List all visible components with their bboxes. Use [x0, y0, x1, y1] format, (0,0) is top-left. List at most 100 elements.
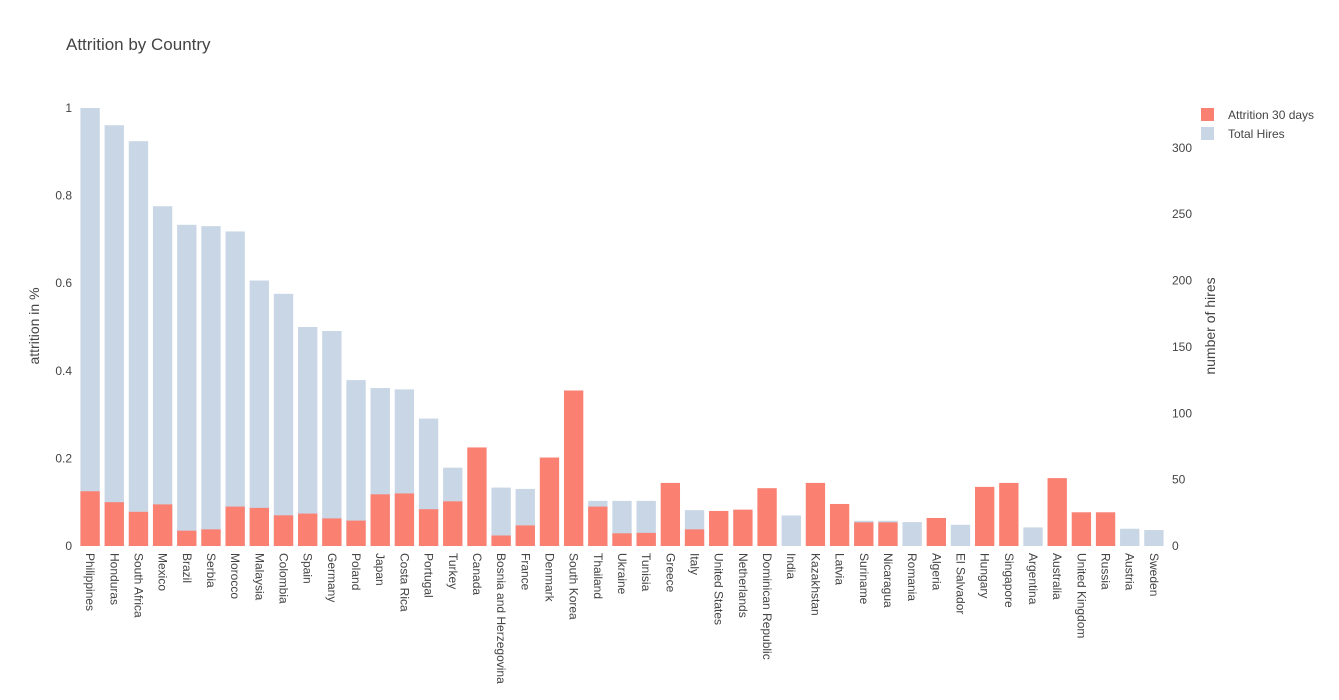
bar-attrition-russia	[1095, 512, 1116, 546]
right-tick-label: 0	[1172, 539, 1179, 553]
x-tick-label-tunisia: Tunisia	[639, 553, 653, 592]
bar-attrition-denmark	[539, 457, 560, 546]
bar-attrition-south-africa	[128, 511, 149, 546]
right-tick-label: 150	[1172, 340, 1192, 354]
x-tick-label-netherlands: Netherlands	[736, 553, 750, 618]
bar-attrition-bosnia-and-herzegovina	[491, 535, 511, 546]
left-tick-label: 0	[65, 539, 72, 553]
bar-hires-south-africa	[128, 141, 149, 546]
right-axis-title: number of hires	[1202, 277, 1218, 374]
bar-hires-poland	[346, 380, 366, 546]
bar-hires-morocco	[225, 231, 245, 546]
x-tick-label-brazil: Brazil	[180, 553, 194, 583]
x-tick-label-malaysia: Malaysia	[252, 553, 266, 601]
bar-attrition-honduras	[104, 502, 124, 546]
left-tick-label: 0.8	[55, 189, 72, 203]
x-tick-label-argentina: Argentina	[1026, 553, 1040, 605]
left-tick-label: 0.2	[55, 451, 72, 465]
right-tick-label: 250	[1172, 207, 1192, 221]
x-tick-label-ukraine: Ukraine	[615, 553, 629, 595]
bar-attrition-mexico	[152, 504, 173, 546]
bar-attrition-philippines	[80, 491, 100, 546]
right-tick-label: 300	[1172, 141, 1192, 155]
x-tick-label-el-salvador: El Salvador	[953, 553, 967, 614]
bar-attrition-japan	[370, 494, 390, 546]
legend-swatch-total-hires	[1201, 127, 1214, 140]
bar-attrition-poland	[346, 520, 366, 546]
bar-attrition-australia	[1047, 478, 1067, 546]
bar-hires-malaysia	[249, 280, 270, 546]
x-tick-label-algeria: Algeria	[929, 553, 943, 591]
right-axis-ticks: 0 50 100 150 200 250 300	[1172, 141, 1192, 553]
bar-attrition-thailand	[588, 506, 608, 546]
bar-hires-honduras	[104, 125, 124, 546]
bar-attrition-brazil	[177, 530, 197, 546]
x-tick-label-united-states: United States	[712, 553, 726, 625]
bar-attrition-malaysia	[249, 507, 270, 546]
x-tick-label-turkey: Turkey	[446, 553, 460, 589]
legend-item-total-hires[interactable]: Total Hires	[1201, 127, 1285, 141]
bar-attrition-nicaragua	[878, 522, 898, 546]
x-tick-label-denmark: Denmark	[542, 553, 556, 603]
bar-hires-spain	[298, 327, 318, 546]
x-tick-label-kazakhstan: Kazakhstan	[808, 553, 822, 616]
x-tick-label-poland: Poland	[349, 553, 363, 590]
bar-attrition-greece	[660, 482, 681, 546]
x-tick-label-romania: Romania	[905, 553, 919, 601]
x-tick-label-france: France	[518, 553, 532, 591]
legend-item-attrition[interactable]: Attrition 30 days	[1201, 108, 1314, 122]
bar-hires-serbia	[201, 226, 221, 547]
x-tick-label-sweden: Sweden	[1147, 553, 1161, 596]
left-axis-title: attrition in %	[26, 287, 42, 364]
bar-hires-mexico	[152, 206, 173, 546]
x-tick-label-thailand: Thailand	[591, 553, 605, 599]
x-tick-label-morocco: Morocco	[228, 553, 242, 599]
x-tick-label-india: India	[784, 553, 798, 579]
x-axis-ticks: Philippines Honduras South Africa Mexico Bra…	[83, 553, 1161, 684]
bar-attrition-italy	[684, 529, 705, 546]
bar-attrition-south-korea	[563, 390, 584, 546]
bar-hires-bosnia-and-herzegovina	[491, 487, 511, 546]
bar-attrition-singapore	[999, 482, 1019, 546]
bar-hires-brazil	[177, 224, 197, 547]
x-tick-label-nicaragua: Nicaragua	[881, 553, 895, 608]
left-axis-ticks: 0 0.2 0.4 0.6 0.8 1	[55, 101, 72, 553]
x-tick-label-greece: Greece	[663, 553, 677, 593]
bar-attrition-algeria	[926, 517, 946, 546]
x-tick-label-south-africa: South Africa	[131, 553, 145, 618]
x-tick-label-suriname: Suriname	[857, 553, 871, 605]
x-tick-label-spain: Spain	[301, 553, 315, 584]
right-tick-label: 200	[1172, 274, 1192, 288]
bar-attrition-spain	[298, 513, 318, 546]
bar-attrition-netherlands	[733, 509, 753, 546]
x-tick-label-philippines: Philippines	[83, 553, 97, 611]
x-tick-label-japan: Japan	[373, 553, 387, 586]
left-tick-label: 1	[65, 101, 72, 115]
bar-attrition-france	[515, 525, 535, 546]
bar-attrition-ukraine	[612, 533, 632, 546]
x-tick-label-russia: Russia	[1099, 553, 1113, 590]
bar-attrition-latvia	[829, 503, 850, 546]
x-tick-label-dominican-republic: Dominican Republic	[760, 553, 774, 660]
bar-attrition-serbia	[201, 529, 221, 546]
x-tick-label-bosnia-and-herzegovina: Bosnia and Herzegovina	[494, 553, 508, 684]
bar-attrition-colombia	[273, 515, 294, 546]
bar-attrition-united-kingdom	[1071, 512, 1092, 546]
right-tick-label: 50	[1172, 473, 1186, 487]
bar-attrition-dominican-republic	[757, 488, 777, 546]
bar-attrition-germany	[322, 518, 342, 546]
x-tick-label-colombia: Colombia	[277, 553, 291, 604]
bar-hires-el-salvador	[950, 524, 971, 546]
bar-attrition-morocco	[225, 506, 245, 546]
legend-swatch-attrition	[1201, 108, 1214, 121]
x-tick-label-costa-rica: Costa Rica	[397, 553, 411, 612]
bar-hires-austria	[1120, 528, 1140, 546]
bar-attrition-costa-rica	[394, 493, 415, 546]
bar-attrition-united-states	[709, 510, 729, 546]
bar-attrition-hungary	[974, 486, 995, 546]
legend-label-total-hires: Total Hires	[1228, 127, 1285, 141]
x-tick-label-united-kingdom: United Kingdom	[1074, 553, 1088, 638]
right-tick-label: 100	[1172, 406, 1192, 420]
x-tick-label-austria: Austria	[1123, 553, 1137, 591]
